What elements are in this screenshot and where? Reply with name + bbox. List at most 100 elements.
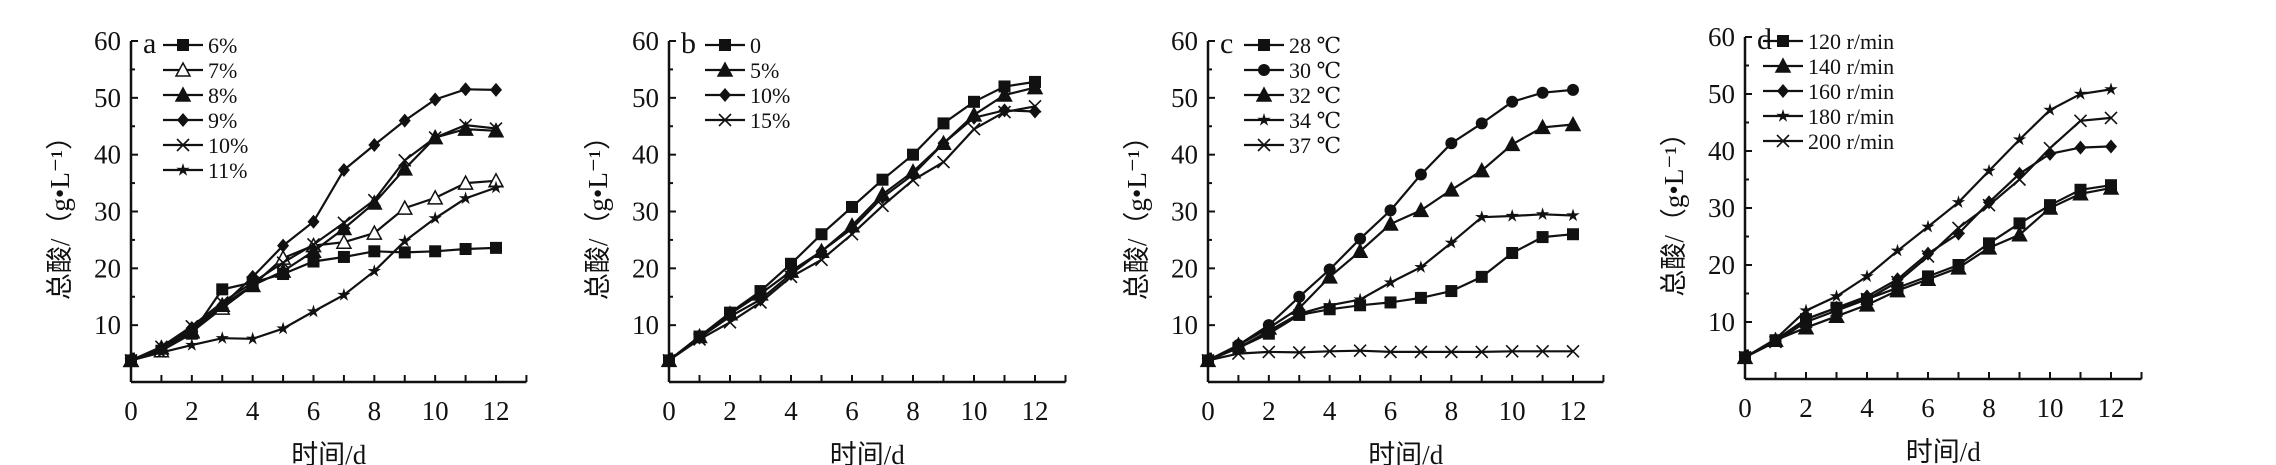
data-point xyxy=(1445,285,1458,298)
data-point xyxy=(367,264,381,277)
data-point xyxy=(1384,204,1397,217)
y-tick-label: 40 xyxy=(1171,140,1198,170)
data-point xyxy=(1536,344,1550,358)
data-point xyxy=(1799,303,1813,317)
data-point xyxy=(1382,215,1399,231)
data-point xyxy=(368,245,381,258)
data-point xyxy=(936,155,951,169)
x-tick-label: 8 xyxy=(906,396,920,426)
legend-marker xyxy=(1257,138,1271,152)
data-point xyxy=(306,304,321,318)
x-tick-label: 0 xyxy=(662,396,676,426)
data-point xyxy=(1323,298,1337,311)
data-point xyxy=(305,242,322,259)
series-line xyxy=(1207,213,1574,362)
data-point xyxy=(274,262,292,278)
data-point xyxy=(1262,345,1276,359)
legend-marker xyxy=(176,138,190,152)
data-point xyxy=(459,118,473,132)
data-point xyxy=(487,122,505,138)
data-point xyxy=(1384,296,1397,309)
data-point xyxy=(1414,345,1428,359)
data-point xyxy=(2102,179,2120,195)
data-point xyxy=(276,256,290,270)
data-point xyxy=(1919,270,1937,286)
data-point xyxy=(1951,195,1966,208)
data-point xyxy=(2043,141,2057,155)
data-point xyxy=(459,82,472,97)
data-point xyxy=(1828,307,1845,324)
series-4 xyxy=(662,99,1042,367)
data-point xyxy=(368,138,381,153)
legend-item: 34 ℃ xyxy=(1244,108,1341,133)
data-point xyxy=(1475,345,1489,359)
x-tick-label: 10 xyxy=(422,396,449,426)
data-point xyxy=(2104,111,2118,125)
y-tick-label: 20 xyxy=(94,253,121,283)
data-point xyxy=(1475,210,1489,223)
legend-item: 30 ℃ xyxy=(1244,58,1341,83)
y-axis-label: 总酸/（g•L⁻¹） xyxy=(1122,123,1152,300)
x-tick-label: 4 xyxy=(1323,396,1337,426)
x-tick-label: 12 xyxy=(1022,396,1049,426)
x-tick-label: 0 xyxy=(124,396,138,426)
y-tick-label: 50 xyxy=(1708,79,1735,109)
x-tick-label: 4 xyxy=(246,396,260,426)
y-tick-label: 20 xyxy=(1708,250,1735,280)
legend-marker xyxy=(176,163,190,176)
panel-letter: d xyxy=(1757,23,1772,56)
data-point xyxy=(457,174,474,190)
data-point xyxy=(1889,282,1906,298)
data-point xyxy=(1028,99,1042,113)
data-point xyxy=(1536,86,1549,99)
series-4 xyxy=(1738,82,2118,363)
legend-label: 11% xyxy=(208,158,248,183)
data-point xyxy=(1951,221,1966,235)
y-axis-label: 总酸/（g•L⁻¹） xyxy=(1659,119,1689,296)
x-tick-label: 2 xyxy=(185,396,199,426)
y-tick-label: 60 xyxy=(1708,22,1735,52)
legend-label: 30 ℃ xyxy=(1289,58,1341,83)
x-tick-label: 12 xyxy=(2098,393,2125,423)
y-tick-label: 50 xyxy=(1171,83,1198,113)
data-point xyxy=(1567,228,1579,241)
legend-item: 15% xyxy=(705,108,790,133)
legend-item: 37 ℃ xyxy=(1244,133,1341,158)
data-point xyxy=(996,86,1013,102)
series-3 xyxy=(1739,139,2117,365)
x-tick-label: 8 xyxy=(1982,393,1996,423)
data-point xyxy=(2073,114,2088,128)
data-point xyxy=(968,110,980,125)
series-line xyxy=(1207,123,1574,362)
legend-item: 7% xyxy=(163,58,237,83)
data-point xyxy=(1293,290,1306,303)
x-tick-label: 0 xyxy=(1201,396,1215,426)
legend-label: 0 xyxy=(750,33,761,58)
legend-label: 32 ℃ xyxy=(1289,83,1341,108)
legend-marker xyxy=(718,113,732,127)
legend-item: 10% xyxy=(705,83,790,108)
legend-label: 200 r/min xyxy=(1808,129,1894,154)
legend-label: 34 ℃ xyxy=(1289,108,1341,133)
data-point xyxy=(876,173,889,186)
data-point xyxy=(815,244,828,259)
legend-item: 200 r/min xyxy=(1763,129,1894,154)
x-tick-label: 4 xyxy=(1860,393,1874,423)
data-point xyxy=(1444,345,1458,359)
series-5 xyxy=(1201,344,1580,367)
legend-label: 7% xyxy=(208,58,237,83)
data-point xyxy=(815,228,828,241)
data-point xyxy=(2074,140,2087,155)
data-point xyxy=(2073,87,2088,100)
data-point xyxy=(1475,270,1488,283)
y-tick-label: 40 xyxy=(1708,136,1735,166)
data-point xyxy=(277,238,290,253)
data-point xyxy=(1351,242,1369,259)
data-point xyxy=(1829,289,1844,302)
y-tick-label: 10 xyxy=(632,310,659,340)
x-tick-label: 12 xyxy=(483,396,510,426)
data-point xyxy=(1566,208,1580,222)
data-point xyxy=(1829,304,1844,318)
x-tick-label: 4 xyxy=(784,396,798,426)
data-point xyxy=(937,117,950,130)
